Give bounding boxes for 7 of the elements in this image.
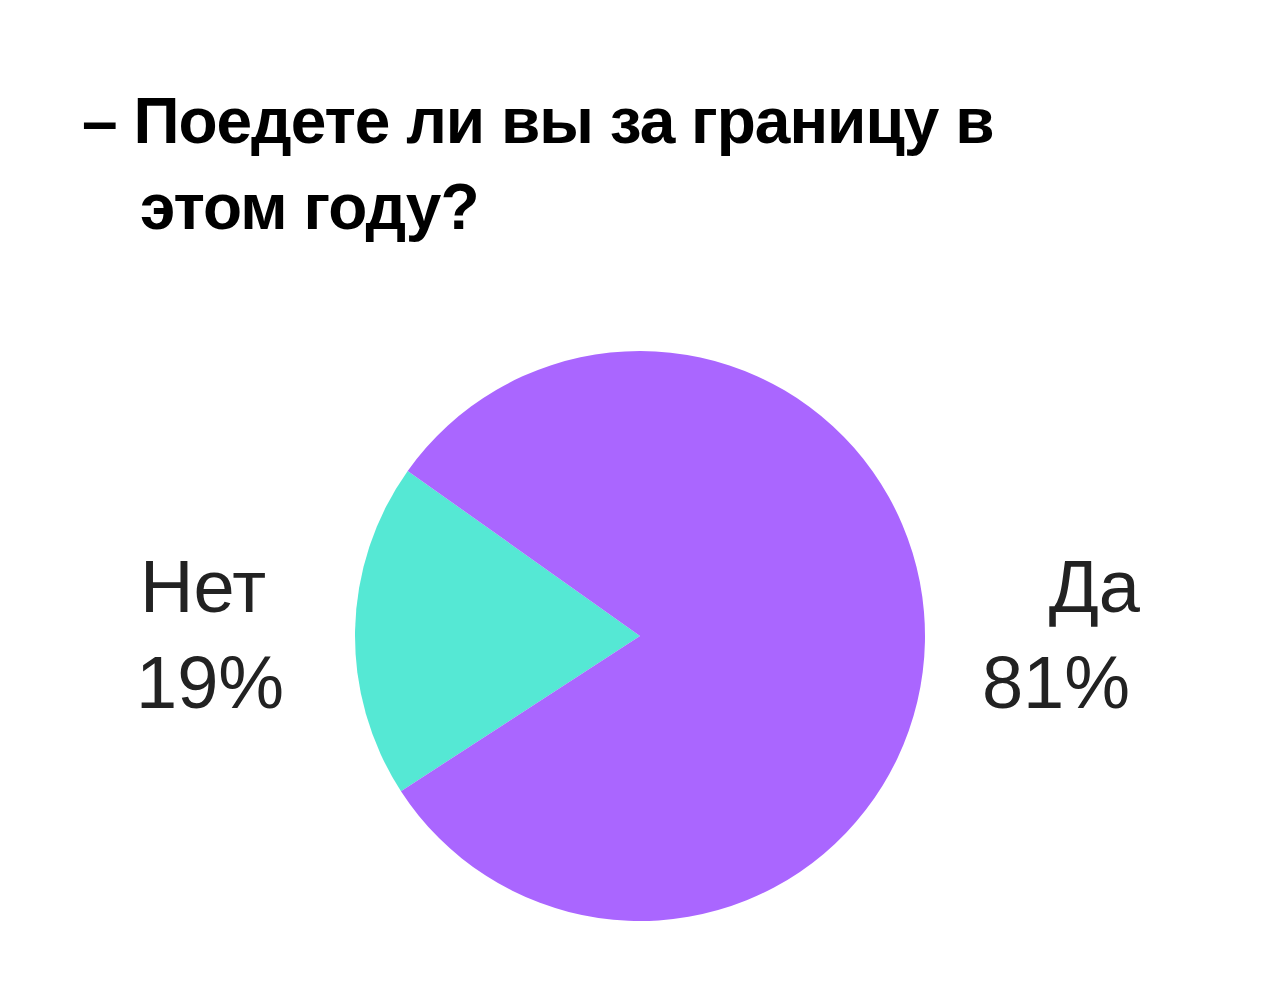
pie-slice [355, 470, 640, 792]
data-label: 81% [981, 641, 1130, 724]
data-label: 19% [136, 641, 285, 724]
chart-title: – Поедете ли вы за границу в этом году? [82, 84, 995, 245]
slice-label: Нет [140, 545, 267, 628]
slice-label: Да [1048, 545, 1141, 628]
pie-slice [400, 351, 925, 921]
